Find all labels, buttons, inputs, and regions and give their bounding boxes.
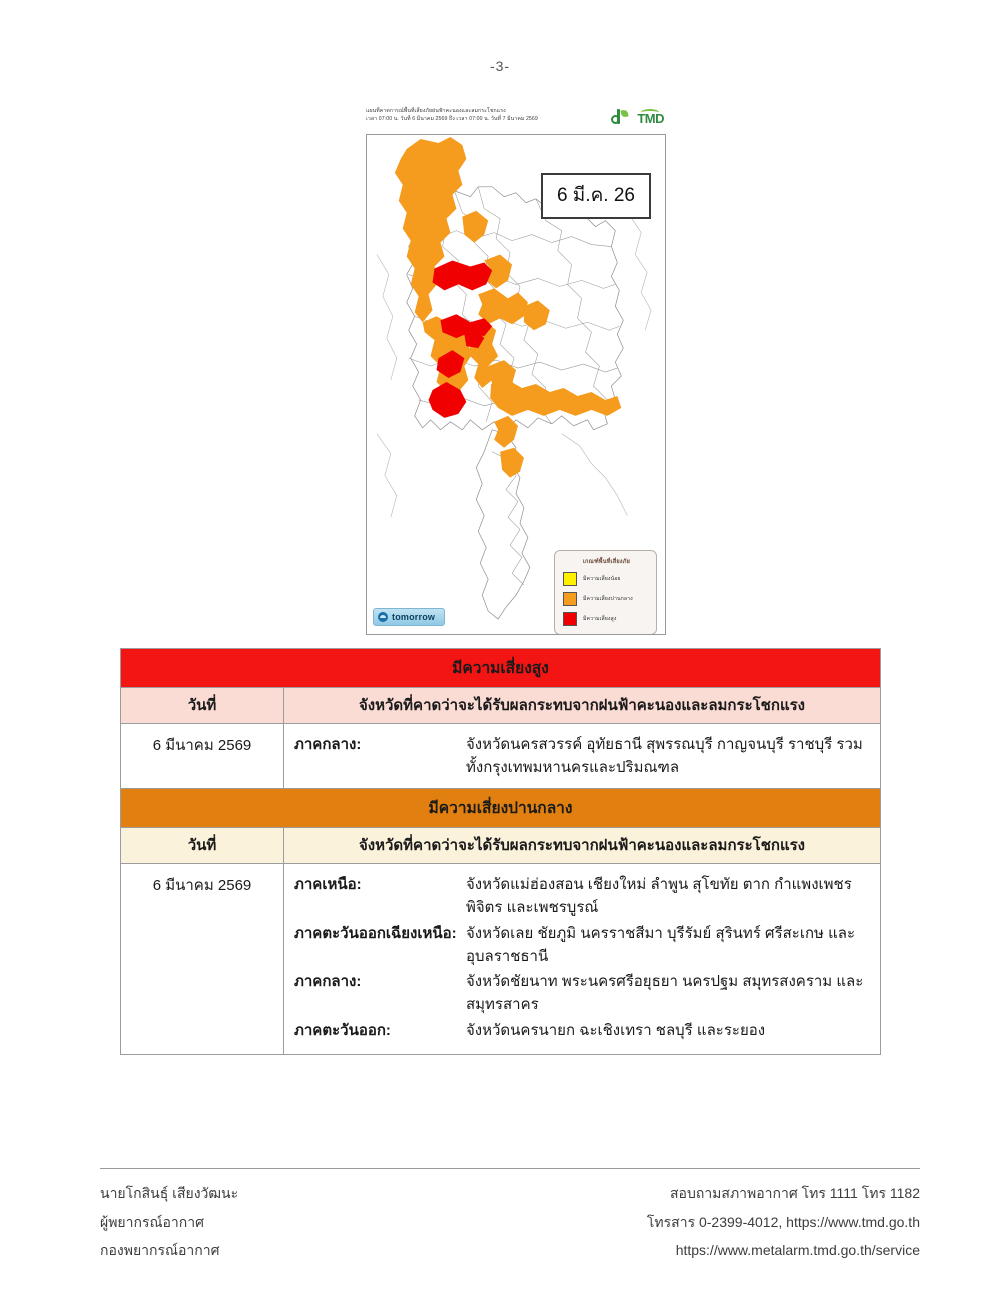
map-logos: TMD	[610, 108, 664, 128]
tmd-logo-text: TMD	[637, 108, 664, 126]
footer-fax-website-line: โทรสาร 0-2399-4012, https://www.tmd.go.t…	[646, 1213, 920, 1230]
footer-contact-block: สอบถามสภาพอากาศ โทร 1111 โทร 1182 โทรสาร…	[647, 1179, 920, 1265]
legend-item-low: มีความเสี่ยงน้อย	[563, 572, 650, 586]
legend-swatch-low	[563, 572, 577, 586]
tomorrow-label: tomorrow	[392, 612, 436, 622]
high-risk-col-date: วันที่	[120, 687, 284, 724]
high-risk-row-date: 6 มีนาคม 2569	[120, 723, 284, 793]
footer-author-division: กองพยากรณ์อากาศ	[100, 1242, 220, 1259]
risk-map-figure: แผนที่คาดการณ์พื้นที่เสี่ยงภัยฝนฟ้าคะนอง…	[366, 108, 666, 635]
region-provinces: จังหวัดแม่ฮ่องสอน เชียงใหม่ ลำพูน สุโขทั…	[466, 876, 852, 917]
map-legend: เกณฑ์พื้นที่เสี่ยงภัย มีความเสี่ยงน้อย ม…	[554, 550, 657, 634]
table-row-header: วันที่ จังหวัดที่คาดว่าจะได้รับผลกระทบจา…	[120, 687, 881, 724]
tomorrow-watermark: tomorrow	[373, 608, 446, 626]
high-risk-row-body: ภาคกลาง: จังหวัดนครสวรรค์ อุทัยธานี สุพร…	[283, 723, 881, 793]
region-provinces: จังหวัดนครสวรรค์ อุทัยธานี สุพรรณบุรี กา…	[466, 736, 863, 777]
legend-label-moderate: มีความเสี่ยงปานกลาง	[583, 596, 633, 602]
table-row: 6 มีนาคม 2569 ภาคกลาง: จังหวัดนครสวรรค์ …	[120, 723, 881, 793]
legend-swatch-high	[563, 612, 577, 626]
region-label: ภาคกลาง:	[294, 973, 362, 990]
region-label: ภาคตะวันออกเฉียงเหนือ:	[294, 924, 457, 942]
moderate-risk-title: มีความเสี่ยงปานกลาง	[119, 788, 882, 828]
footer-author-name: นายโกสินธุ์ เสียงวัฒนะ	[100, 1185, 239, 1201]
table-row-title: มีความเสี่ยงปานกลาง	[119, 788, 882, 828]
map-frame: 6 มี.ค. 26 เกณฑ์พื้นที่เสี่ยงภัย มีความเ…	[366, 134, 666, 635]
table-row-header: วันที่ จังหวัดที่คาดว่าจะได้รับผลกระทบจา…	[120, 827, 882, 864]
footer-phone-line: สอบถามสภาพอากาศ โทร 1111 โทร 1182	[670, 1185, 920, 1201]
page-number: -3-	[489, 58, 511, 74]
thailand-map-svg	[376, 136, 652, 620]
footer-author-role: ผู้พยากรณ์อากาศ	[100, 1213, 204, 1230]
moderate-risk-table: มีความเสี่ยงปานกลาง วันที่ จังหวัดที่คาด…	[119, 788, 882, 1055]
legend-item-high: มีความเสี่ยงสูง	[563, 612, 650, 626]
map-caption: แผนที่คาดการณ์พื้นที่เสี่ยงภัยฝนฟ้าคะนอง…	[366, 108, 594, 124]
region-label: ภาคตะวันออก:	[294, 1021, 391, 1039]
region-provinces: จังหวัดนครนายก ฉะเชิงเทรา ชลบุรี และระยอ…	[466, 1021, 766, 1039]
moderate-risk-col-date: วันที่	[120, 827, 284, 864]
legend-title: เกณฑ์พื้นที่เสี่ยงภัย	[582, 559, 631, 565]
page-footer: นายโกสินธุ์ เสียงวัฒนะ ผู้พยากรณ์อากาศ ก…	[100, 1168, 920, 1265]
legend-swatch-moderate	[563, 592, 577, 606]
moderate-risk-row-body: ภาคเหนือ: จังหวัดแม่ฮ่องสอน เชียงใหม่ ลำ…	[282, 863, 882, 1055]
map-high-risk-zones	[428, 260, 493, 418]
region-label: ภาคกลาง:	[294, 736, 362, 753]
department-logo-icon	[610, 108, 630, 128]
map-date-badge: 6 มี.ค. 26	[540, 173, 651, 219]
high-risk-title: มีความเสี่ยงสูง	[120, 648, 881, 688]
high-risk-col-provinces: จังหวัดที่คาดว่าจะได้รับผลกระทบจากฝนฟ้าค…	[283, 687, 881, 724]
footer-service-url: https://www.metalarm.tmd.go.th/service	[675, 1242, 920, 1259]
map-caption-line1: แผนที่คาดการณ์พื้นที่เสี่ยงภัยฝนฟ้าคะนอง…	[366, 108, 506, 114]
region-provinces: จังหวัดชัยนาท พระนครศรีอยุธยา นครปฐม สมุ…	[466, 973, 864, 1014]
map-caption-line2: เวลา 07:00 น. วันที่ 6 มีนาคม 2569 ถึง เ…	[366, 115, 538, 122]
legend-label-high: มีความเสี่ยงสูง	[583, 616, 617, 622]
region-label: ภาคเหนือ:	[294, 876, 362, 893]
table-row-title: มีความเสี่ยงสูง	[120, 648, 881, 688]
legend-item-moderate: มีความเสี่ยงปานกลาง	[563, 592, 650, 606]
legend-label-low: มีความเสี่ยงน้อย	[583, 576, 621, 582]
moderate-risk-col-provinces: จังหวัดที่คาดว่าจะได้รับผลกระทบจากฝนฟ้าค…	[282, 827, 882, 864]
high-risk-table: มีความเสี่ยงสูง วันที่ จังหวัดที่คาดว่าจ…	[120, 648, 881, 793]
moderate-risk-row-date: 6 มีนาคม 2569	[120, 863, 284, 1055]
tomorrow-logo-icon	[378, 612, 388, 622]
region-provinces: จังหวัดเลย ชัยภูมิ นครราชสีมา บุรีรัมย์ …	[466, 924, 856, 965]
table-row: 6 มีนาคม 2569 ภาคเหนือ: จังหวัดแม่ฮ่องสอ…	[120, 863, 882, 1055]
footer-signature-block: นายโกสินธุ์ เสียงวัฒนะ ผู้พยากรณ์อากาศ ก…	[100, 1179, 238, 1265]
